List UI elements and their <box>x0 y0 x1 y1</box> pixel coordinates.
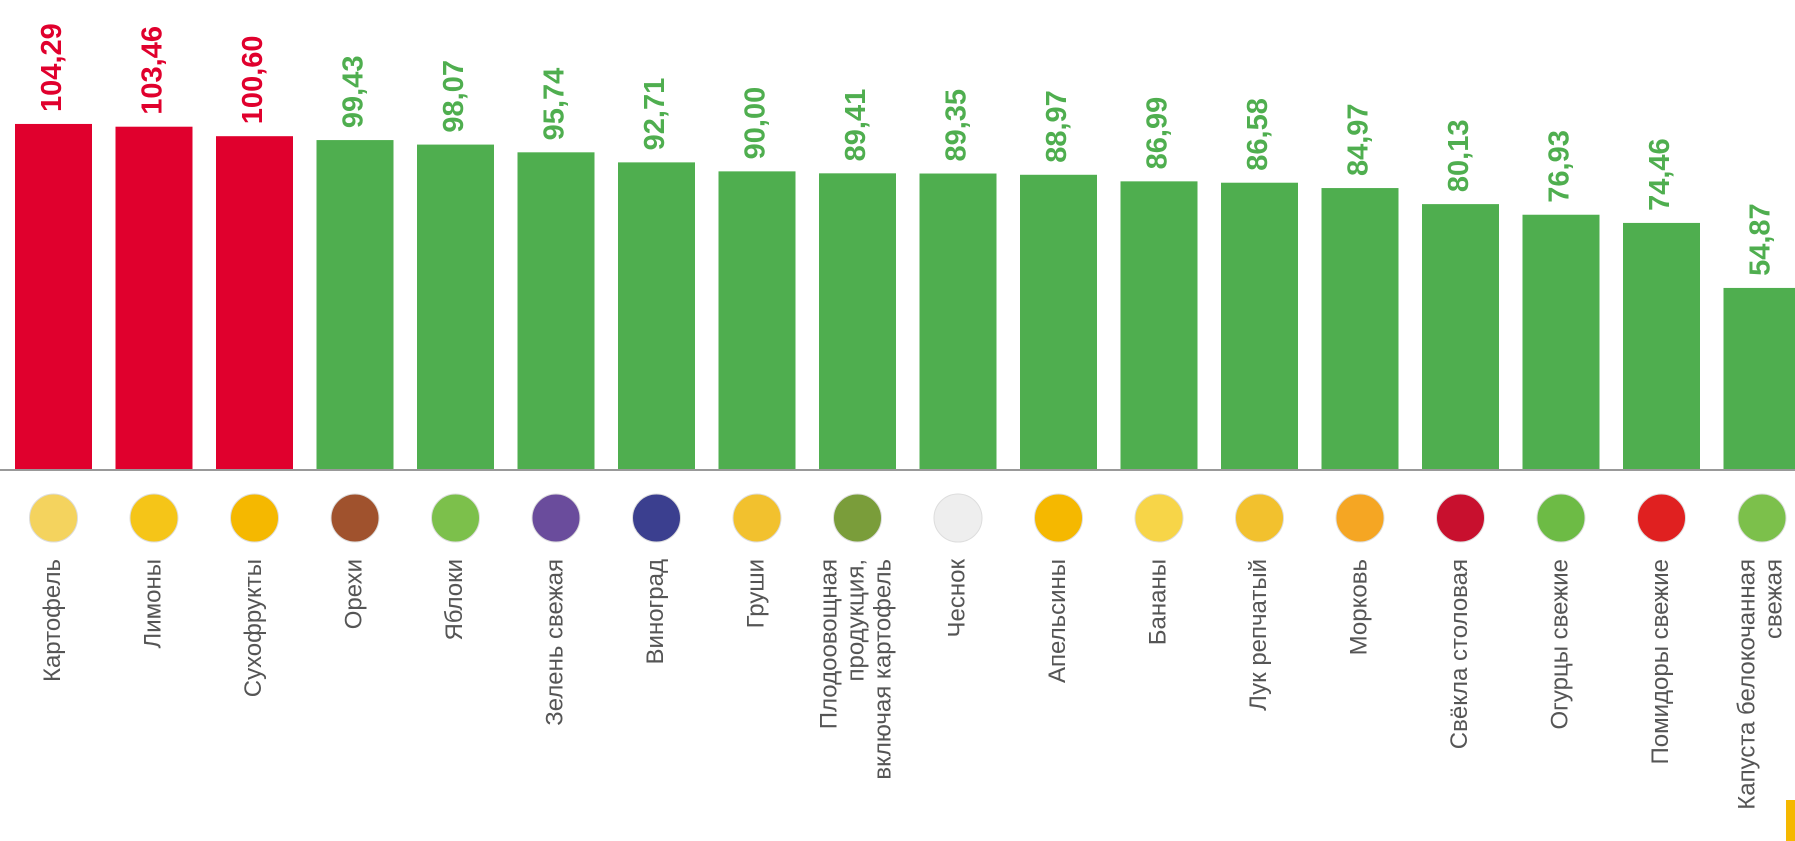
bar <box>1120 181 1198 470</box>
value-label: 80,13 <box>1443 120 1475 193</box>
value-label: 89,41 <box>840 89 872 162</box>
x-tick-label: Картофель <box>39 559 66 682</box>
value-label: 92,71 <box>639 78 671 151</box>
icon <box>1134 493 1184 543</box>
x-tick-label: Морковь <box>1345 559 1372 655</box>
x-tick-label: Яблоки <box>441 559 468 641</box>
bar <box>1623 222 1700 470</box>
value-label: 84,97 <box>1343 103 1375 176</box>
bar <box>15 123 92 471</box>
value-label: 86,58 <box>1242 98 1274 171</box>
icon <box>1235 493 1284 543</box>
icon <box>431 493 480 543</box>
bar <box>718 171 796 470</box>
x-tick-label: Капуста белокочаннаясвежая <box>1734 559 1788 810</box>
value-label: 88,97 <box>1041 90 1073 163</box>
x-tick-label: Плодоовощнаяпродукция,включая картофель <box>816 559 897 780</box>
bar <box>618 162 695 470</box>
icon <box>330 493 380 543</box>
corner-mark <box>1786 800 1795 841</box>
bar <box>517 152 595 471</box>
value-label: 95,74 <box>539 68 571 141</box>
icon <box>833 493 882 543</box>
bar <box>1723 287 1795 470</box>
x-tick-label: Огурцы свежие <box>1546 559 1573 730</box>
icon <box>531 493 581 543</box>
x-tick-label: Сухофрукты <box>240 559 267 697</box>
bar <box>1221 182 1298 470</box>
bar <box>316 140 394 470</box>
bar <box>1321 188 1399 471</box>
value-label: 104,29 <box>36 23 68 112</box>
bar <box>919 173 997 471</box>
icon <box>129 493 179 543</box>
icon <box>1536 493 1586 543</box>
bar <box>819 173 896 471</box>
icon <box>933 493 983 543</box>
icon <box>230 493 279 543</box>
x-tick-label: Помидоры свежие <box>1647 559 1674 765</box>
bar <box>115 126 193 470</box>
x-tick-label: Чеснок <box>943 559 970 638</box>
value-label: 89,35 <box>941 89 973 162</box>
icon <box>1335 493 1385 543</box>
value-label: 74,46 <box>1644 138 1676 211</box>
value-label: 76,93 <box>1544 130 1576 203</box>
icon <box>732 493 782 543</box>
x-tick-label: Апельсины <box>1044 559 1071 683</box>
x-tick-label: Лимоны <box>139 559 166 649</box>
value-label: 103,46 <box>137 26 169 115</box>
icon <box>1034 493 1083 543</box>
x-tick-label: Виноград <box>642 559 669 664</box>
value-label: 54,87 <box>1745 203 1777 276</box>
x-tick-label: Свёкла столовая <box>1446 559 1473 749</box>
value-label: 86,99 <box>1142 97 1174 170</box>
icon <box>1436 493 1485 543</box>
value-label: 98,07 <box>438 60 470 133</box>
bar <box>1020 174 1097 470</box>
x-tick-label: Груши <box>742 559 769 628</box>
value-label: 99,43 <box>338 55 370 128</box>
x-tick-label: Орехи <box>340 559 367 629</box>
bar <box>216 136 293 470</box>
icon <box>1737 493 1787 543</box>
bar <box>1522 214 1600 470</box>
x-tick-label: Бананы <box>1144 559 1171 645</box>
value-label: 90,00 <box>740 87 772 160</box>
x-tick-label: Лук репчатый <box>1245 559 1272 711</box>
x-tick-label: Зелень свежая <box>541 559 568 726</box>
icon <box>29 493 78 543</box>
icon <box>632 493 681 543</box>
icon <box>1637 493 1686 543</box>
value-label: 100,60 <box>237 35 269 124</box>
bar <box>1422 204 1499 471</box>
bar <box>417 144 494 470</box>
